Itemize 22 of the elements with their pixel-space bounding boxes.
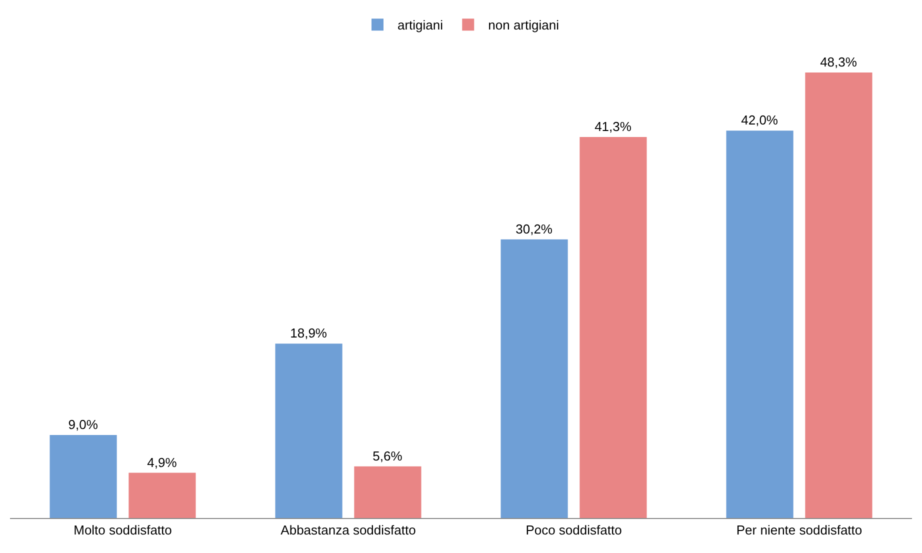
x-tick-label: Abbastanza soddisfatto [280, 522, 416, 538]
bar [275, 344, 342, 518]
bar [726, 130, 794, 518]
bar [128, 472, 196, 518]
bar [500, 239, 568, 518]
x-tick-label: Molto soddisfatto [74, 522, 172, 538]
data-label: 18,9% [290, 326, 328, 341]
legend-label: non artigiani [488, 18, 560, 33]
legend-label: artigiani [398, 18, 444, 33]
data-label: 9,0% [68, 416, 98, 432]
x-tick-label: Per niente soddisfatto [736, 522, 862, 538]
data-label: 4,9% [147, 454, 178, 470]
data-label: 30,2% [516, 221, 553, 236]
x-tick-label: Poco soddisfatto [526, 522, 622, 538]
data-label: 5,6% [372, 448, 403, 464]
bar [805, 72, 872, 518]
data-label: 48,3% [820, 54, 858, 70]
data-label: 41,3% [594, 119, 632, 134]
bar [354, 466, 422, 518]
bar [50, 434, 117, 518]
bar [580, 137, 647, 518]
data-label: 42,0% [741, 112, 778, 128]
